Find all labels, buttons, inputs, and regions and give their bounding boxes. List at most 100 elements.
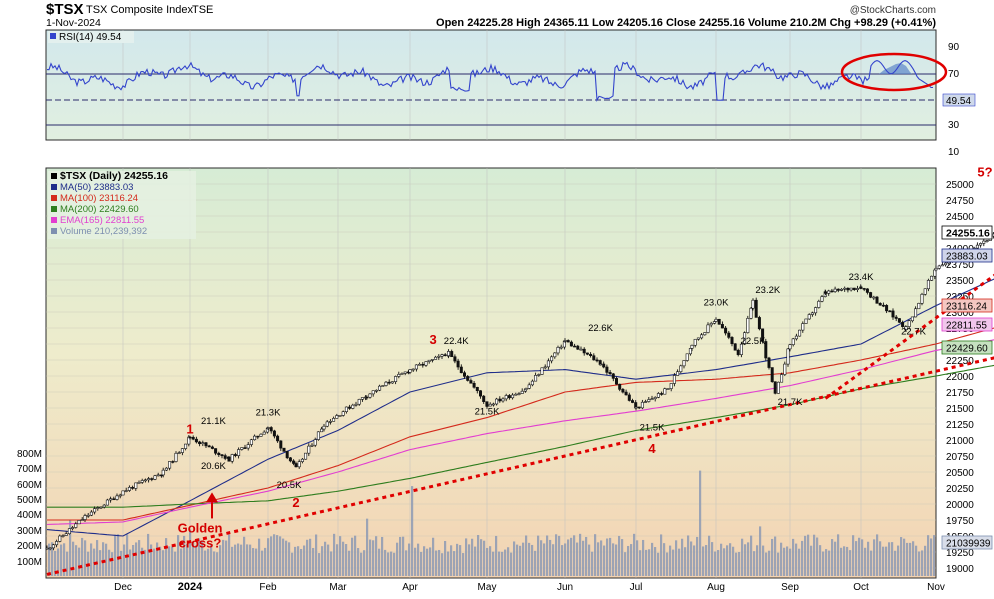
volume-bar: [72, 542, 74, 576]
candle-body: [195, 439, 197, 442]
volume-bar: [750, 536, 752, 576]
candle-body: [154, 476, 156, 480]
candle-body: [78, 520, 80, 524]
rsi-tick-90: 90: [948, 42, 960, 53]
candle-body: [780, 375, 782, 383]
candle-body: [525, 388, 527, 389]
month-tick-label: May: [478, 582, 497, 593]
wave-label: 2: [292, 495, 299, 510]
volume-bar: [516, 545, 518, 576]
volume-bar: [579, 534, 581, 576]
volume-bar: [687, 535, 689, 576]
volume-bar: [831, 539, 833, 576]
volume-bar: [459, 545, 461, 576]
volume-bar: [660, 534, 662, 576]
volume-bar: [234, 545, 236, 576]
volume-bar: [825, 549, 827, 576]
candle-body: [771, 368, 773, 382]
month-tick-label: Aug: [707, 582, 725, 593]
volume-bar: [462, 553, 464, 576]
candle-body: [560, 347, 562, 348]
volume-bar: [270, 536, 272, 576]
candle-body: [378, 386, 380, 390]
volume-bar: [252, 548, 254, 576]
candle-body: [814, 308, 816, 313]
candle-body: [979, 243, 981, 245]
volume-bar: [678, 549, 680, 576]
candle-body: [821, 297, 823, 302]
volume-bar: [609, 538, 611, 576]
candle-body: [52, 545, 54, 548]
candle-body: [927, 280, 929, 288]
volume-bar: [903, 539, 905, 576]
candle-body: [270, 427, 272, 430]
price-tick-label: 21500: [946, 404, 974, 415]
legend-entry: MA(100) 23116.24: [60, 193, 138, 204]
legend-swatch: [51, 195, 57, 201]
volume-bar: [924, 546, 926, 576]
candle-body: [131, 487, 133, 488]
month-tick-label: Sep: [781, 582, 799, 593]
candle-body: [747, 318, 749, 332]
candle-body: [644, 402, 646, 403]
month-tick-label: Feb: [259, 582, 277, 593]
candle-body: [789, 345, 791, 349]
volume-bar: [339, 536, 341, 576]
candle-body: [873, 297, 875, 298]
candle-body: [567, 340, 569, 342]
volume-bar: [783, 548, 785, 576]
volume-bar: [120, 551, 122, 576]
candle-body: [541, 368, 543, 375]
volume-bar: [66, 552, 68, 576]
candle-body: [879, 303, 881, 305]
volume-bar: [147, 534, 149, 576]
volume-bar: [495, 536, 497, 576]
candle-body: [418, 364, 420, 365]
candle-body: [412, 369, 414, 370]
volume-bar: [180, 549, 182, 576]
wave-label: 3: [429, 332, 436, 347]
candle-body: [798, 330, 800, 336]
candle-body: [564, 340, 566, 341]
candle-body: [609, 372, 611, 373]
volume-bar: [372, 540, 374, 576]
volume-bar: [99, 550, 101, 576]
volume-bar: [60, 545, 62, 576]
candle-body: [583, 349, 585, 353]
price-annotation: 20.6K: [201, 461, 226, 472]
volume-bar: [216, 552, 218, 576]
candle-body: [75, 524, 77, 528]
candle-body: [141, 480, 143, 482]
price-tick-label: 20750: [946, 452, 974, 463]
price-tick-label: 25000: [946, 180, 974, 191]
volume-bar: [837, 534, 839, 576]
volume-bar: [420, 552, 422, 576]
candle-body: [314, 440, 316, 446]
volume-bar: [492, 552, 494, 576]
volume-bar: [483, 541, 485, 576]
candle-body: [323, 426, 325, 429]
candle-body: [415, 365, 417, 369]
volume-bar: [843, 546, 845, 576]
volume-bar: [573, 535, 575, 576]
candle-body: [731, 337, 733, 343]
candle-body: [921, 294, 923, 303]
legend-entry: Volume 210,239,392: [60, 226, 147, 237]
candle-body: [944, 263, 946, 265]
candle-body: [109, 499, 111, 500]
candle-body: [128, 487, 130, 490]
volume-bar: [819, 545, 821, 576]
volume-bar: [432, 538, 434, 576]
volume-bar: [129, 549, 131, 576]
price-tag-label: 22811.55: [946, 321, 987, 332]
price-annotation: 22.7K: [901, 326, 926, 337]
volume-tick-label: 100M: [17, 557, 42, 568]
wave-label: 1: [186, 422, 193, 437]
volume-bar: [756, 545, 758, 576]
volume-bar: [810, 546, 812, 576]
candle-body: [492, 404, 494, 405]
candle-body: [352, 405, 354, 408]
volume-bar: [882, 547, 884, 576]
candle-body: [557, 347, 559, 353]
volume-bar: [549, 540, 551, 576]
